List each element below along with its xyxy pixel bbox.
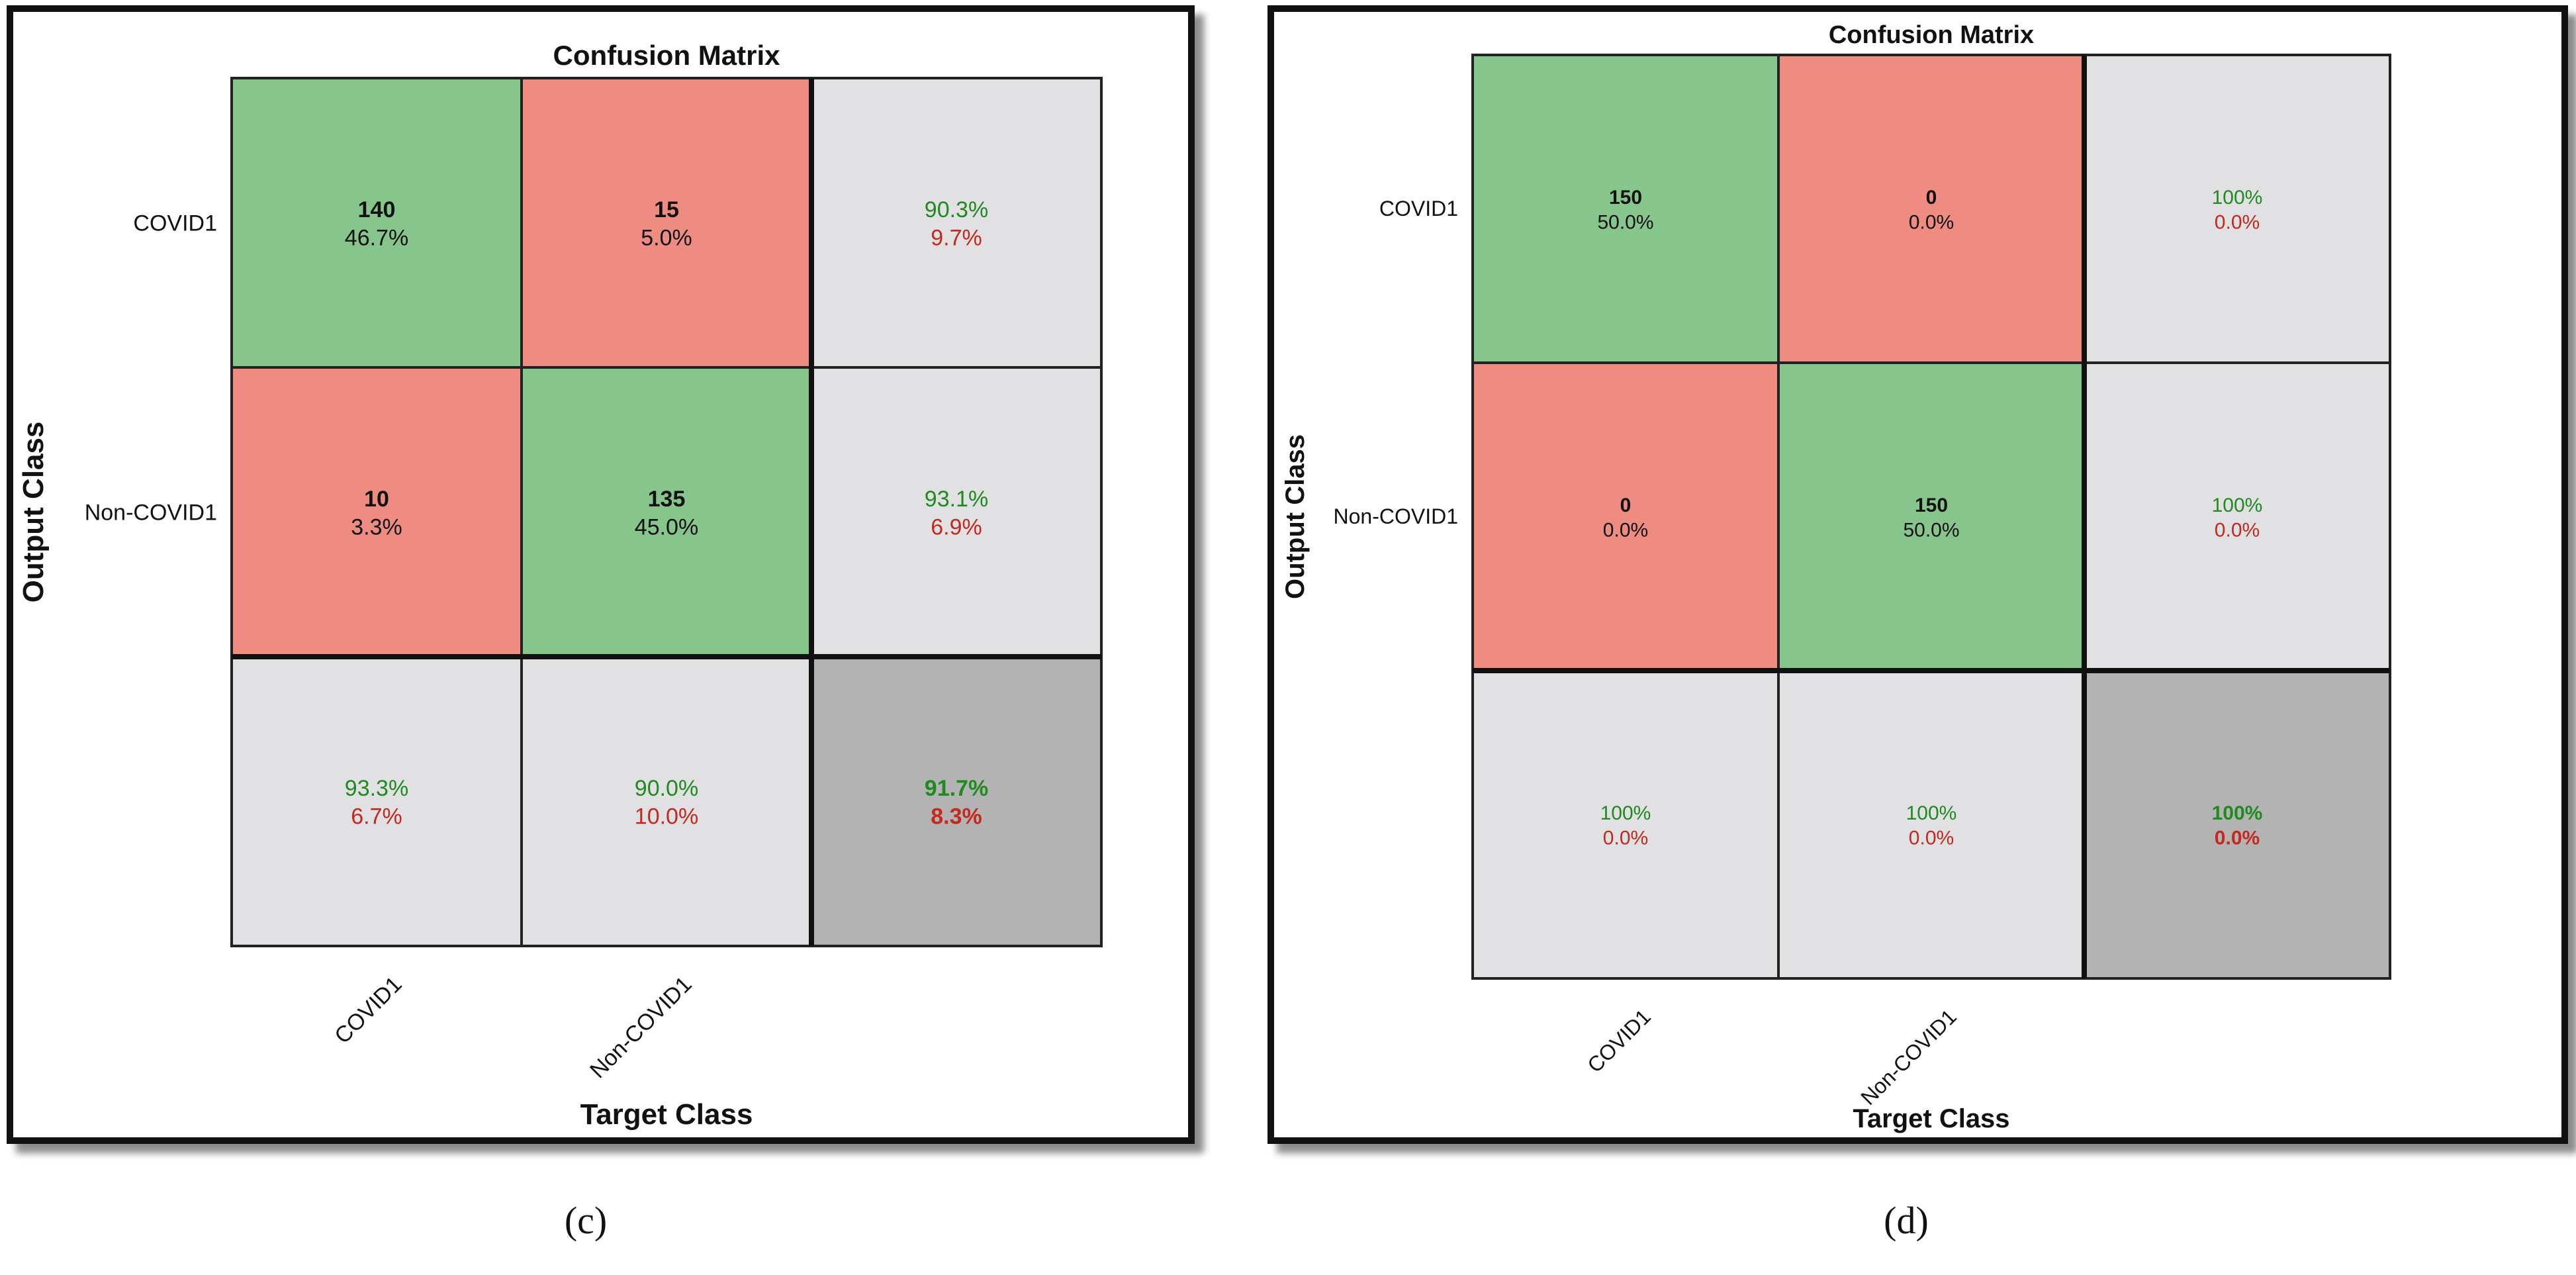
row-summary-cell — [810, 77, 1103, 369]
row-summary-cell — [2083, 361, 2391, 672]
cell-count: 150 — [1609, 187, 1642, 209]
matrix-cell — [1777, 54, 2086, 364]
cell-count: 0 — [1926, 187, 1937, 209]
cell-percent: 50.0% — [1903, 520, 1959, 542]
x-tick-label: COVID1 — [1583, 1004, 1655, 1077]
col-summary-cell — [1777, 669, 2086, 980]
x-axis-label: Target Class — [1853, 1104, 2009, 1133]
x-tick-label: Non-COVID1 — [585, 972, 696, 1083]
col-summary-cell — [1471, 669, 1780, 980]
cell-percent: 5.0% — [641, 226, 692, 251]
col-recall: 100% — [1906, 802, 1957, 824]
overall-accuracy-cell — [2083, 669, 2391, 980]
confusion-matrix-panel-c: Confusion Matrix 140 46.7% 15 5.0% 90.3% 9.7% 1… — [7, 5, 1195, 1144]
y-tick-label: COVID1 — [133, 211, 217, 236]
y-axis-label: Output Class — [1281, 434, 1310, 599]
col-summary-cell — [230, 655, 523, 947]
cell-percent: 3.3% — [351, 515, 402, 540]
chart-title: Confusion Matrix — [553, 40, 781, 71]
y-tick-label: Non-COVID1 — [85, 500, 217, 525]
col-recall: 93.3% — [345, 776, 408, 801]
row-error: 0.0% — [2215, 212, 2260, 234]
y-axis-label: Output Class — [17, 422, 50, 603]
row-precision: 100% — [2212, 495, 2263, 516]
matrix-cell — [520, 366, 813, 658]
y-tick-label: Non-COVID1 — [1334, 504, 1459, 528]
row-error: 9.7% — [931, 226, 982, 251]
matrix-cell — [1777, 361, 2086, 672]
overall-accuracy-cell — [810, 655, 1103, 947]
col-recall: 90.0% — [635, 776, 698, 801]
cell-percent: 0.0% — [1603, 520, 1648, 542]
col-error: 0.0% — [1909, 827, 1954, 849]
confusion-matrix-panel-d: Confusion Matrix 150 50.0% 0 0.0% 100% 0.0% 0 0.… — [1267, 5, 2568, 1144]
overall-accuracy: 100% — [2212, 802, 2263, 824]
cell-count: 0 — [1620, 495, 1632, 516]
matrix-cell — [520, 77, 813, 369]
matrix-cell — [1471, 361, 1780, 672]
overall-accuracy: 91.7% — [925, 776, 988, 801]
cell-percent: 46.7% — [345, 226, 408, 251]
cell-count: 150 — [1915, 495, 1948, 516]
cell-count: 140 — [358, 197, 396, 222]
matrix-cell — [230, 77, 523, 369]
overall-error: 8.3% — [931, 804, 982, 829]
col-error: 0.0% — [1603, 827, 1648, 849]
figure-caption-d: (d) — [1884, 1199, 1929, 1242]
row-error: 0.0% — [2215, 520, 2260, 542]
col-summary-cell — [520, 655, 813, 947]
cell-percent: 45.0% — [635, 515, 698, 540]
col-recall: 100% — [1600, 802, 1651, 824]
figure-caption-c: (c) — [564, 1199, 608, 1242]
row-precision: 100% — [2212, 187, 2263, 209]
cell-percent: 50.0% — [1597, 212, 1653, 234]
row-precision: 90.3% — [925, 197, 988, 222]
x-tick-label: COVID1 — [330, 972, 406, 1049]
matrix-cell — [1471, 54, 1780, 364]
y-tick-label: COVID1 — [1379, 197, 1458, 220]
x-axis-label: Target Class — [580, 1098, 753, 1131]
col-error: 10.0% — [635, 804, 698, 829]
cell-count: 15 — [654, 197, 679, 222]
cell-percent: 0.0% — [1909, 212, 1954, 234]
chart-title: Confusion Matrix — [1829, 21, 2034, 49]
cell-count: 10 — [364, 487, 389, 512]
confusion-matrix-chart-c: Confusion Matrix 140 46.7% 15 5.0% 90.3% 9.7% 1… — [17, 40, 1103, 1131]
col-error: 6.7% — [351, 804, 402, 829]
matrix-cell — [230, 366, 523, 658]
overall-error: 0.0% — [2215, 827, 2260, 849]
x-tick-label: Non-COVID1 — [1856, 1004, 1961, 1110]
row-summary-cell — [2083, 54, 2391, 364]
row-error: 6.9% — [931, 515, 982, 540]
confusion-matrix-chart-d: Confusion Matrix 150 50.0% 0 0.0% 100% 0.0% 0 0.… — [1281, 21, 2391, 1133]
cell-count: 135 — [648, 487, 686, 512]
row-summary-cell — [810, 366, 1103, 658]
row-precision: 93.1% — [925, 487, 988, 512]
